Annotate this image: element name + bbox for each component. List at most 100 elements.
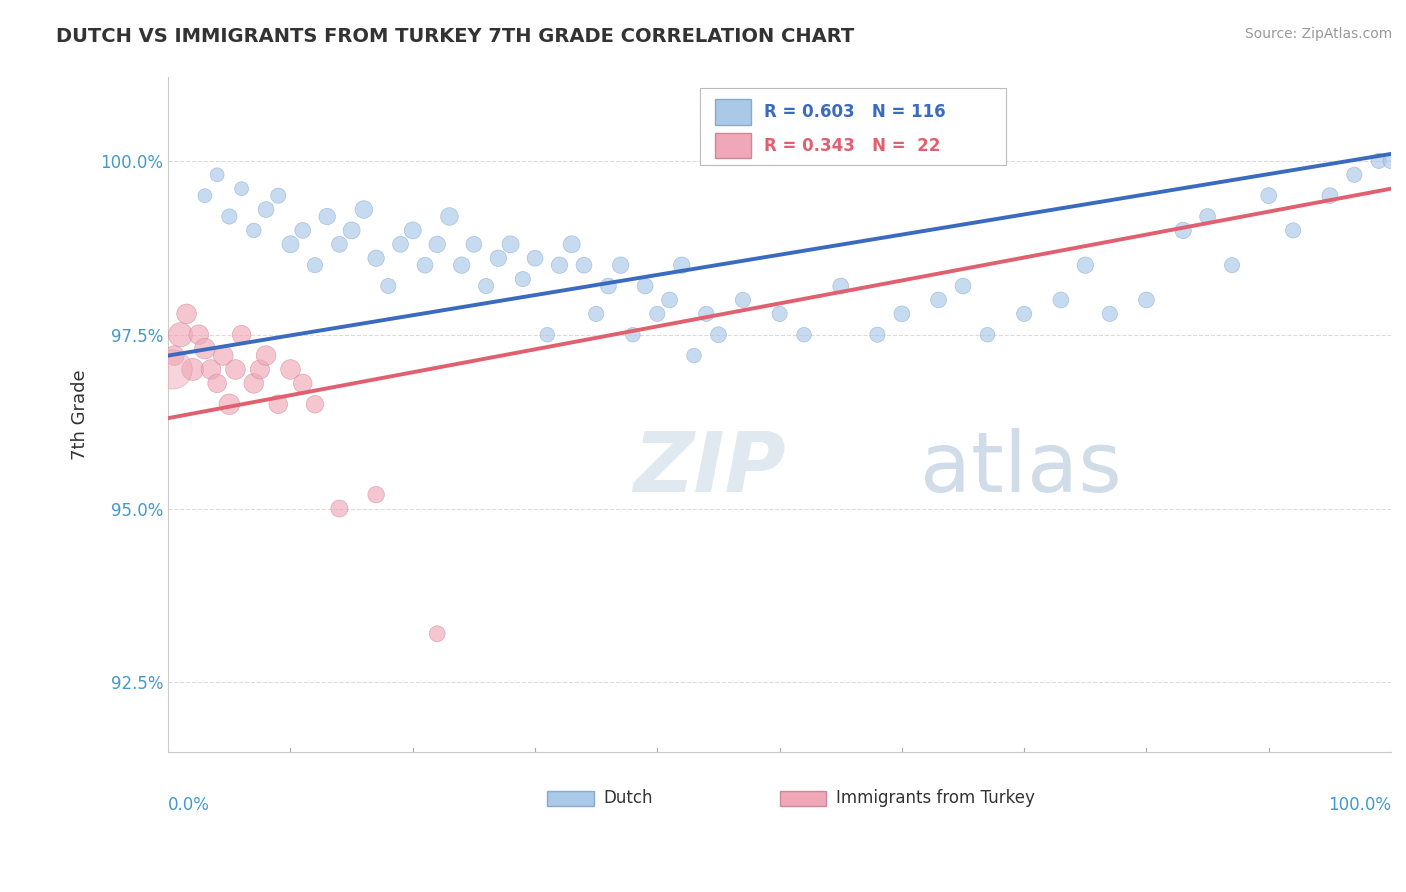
FancyBboxPatch shape: [547, 791, 593, 805]
Point: [426, 237, 449, 252]
Text: Source: ZipAtlas.com: Source: ZipAtlas.com: [1244, 27, 1392, 41]
Point: [340, 223, 363, 237]
Point: [928, 293, 950, 307]
Point: [194, 188, 217, 202]
Point: [890, 307, 912, 321]
Point: [536, 327, 558, 342]
Point: [976, 327, 998, 342]
Point: [218, 210, 240, 224]
Point: [475, 279, 498, 293]
Point: [830, 279, 852, 293]
Point: [364, 251, 387, 265]
Point: [1257, 188, 1279, 202]
Point: [1135, 293, 1157, 307]
Point: [200, 362, 222, 376]
Text: ZIP: ZIP: [633, 428, 786, 509]
Point: [280, 362, 302, 376]
Point: [328, 501, 350, 516]
Point: [671, 258, 693, 272]
Point: [304, 397, 326, 411]
Point: [231, 327, 253, 342]
Point: [205, 168, 228, 182]
Point: [707, 327, 730, 342]
Point: [450, 258, 472, 272]
Point: [1220, 258, 1243, 272]
Point: [634, 279, 657, 293]
Point: [316, 210, 339, 224]
Point: [658, 293, 681, 307]
Point: [683, 349, 706, 363]
Point: [218, 397, 240, 411]
Point: [647, 307, 669, 321]
Point: [377, 279, 399, 293]
Point: [585, 307, 607, 321]
Point: [952, 279, 974, 293]
Point: [243, 376, 266, 391]
Point: [499, 237, 522, 252]
Point: [160, 362, 183, 376]
Point: [1197, 210, 1219, 224]
Point: [621, 327, 644, 342]
Y-axis label: 7th Grade: 7th Grade: [72, 369, 89, 460]
Point: [413, 258, 436, 272]
Point: [524, 251, 547, 265]
Point: [224, 362, 246, 376]
Text: 100.0%: 100.0%: [1329, 796, 1391, 814]
Point: [609, 258, 631, 272]
Point: [267, 188, 290, 202]
Point: [304, 258, 326, 272]
Point: [426, 626, 449, 640]
Point: [254, 202, 277, 217]
Point: [463, 237, 485, 252]
Point: [731, 293, 754, 307]
Point: [231, 182, 253, 196]
Point: [291, 376, 314, 391]
Point: [353, 202, 375, 217]
Point: [291, 223, 314, 237]
Point: [1171, 223, 1194, 237]
Point: [1074, 258, 1097, 272]
Point: [1368, 153, 1391, 168]
Text: 0.0%: 0.0%: [169, 796, 209, 814]
FancyBboxPatch shape: [700, 87, 1005, 165]
Point: [280, 237, 302, 252]
Text: atlas: atlas: [920, 428, 1122, 509]
Point: [486, 251, 509, 265]
Point: [163, 349, 186, 363]
Text: DUTCH VS IMMIGRANTS FROM TURKEY 7TH GRADE CORRELATION CHART: DUTCH VS IMMIGRANTS FROM TURKEY 7TH GRAD…: [56, 27, 855, 45]
Point: [1050, 293, 1073, 307]
Point: [402, 223, 425, 237]
Point: [439, 210, 461, 224]
Point: [194, 342, 217, 356]
Point: [548, 258, 571, 272]
Point: [176, 307, 198, 321]
Point: [328, 237, 350, 252]
Point: [254, 349, 277, 363]
Point: [1343, 168, 1365, 182]
Point: [187, 327, 209, 342]
Point: [768, 307, 790, 321]
Text: R = 0.343   N =  22: R = 0.343 N = 22: [763, 136, 941, 154]
Point: [572, 258, 595, 272]
Point: [512, 272, 534, 286]
Text: Dutch: Dutch: [603, 789, 652, 807]
Point: [866, 327, 889, 342]
Point: [181, 362, 204, 376]
Point: [389, 237, 412, 252]
Point: [695, 307, 717, 321]
FancyBboxPatch shape: [779, 791, 827, 805]
Point: [169, 327, 191, 342]
Point: [561, 237, 583, 252]
Point: [1282, 223, 1305, 237]
Point: [212, 349, 235, 363]
Point: [598, 279, 620, 293]
Text: R = 0.603   N = 116: R = 0.603 N = 116: [763, 103, 945, 120]
Point: [1098, 307, 1121, 321]
Point: [364, 488, 387, 502]
Point: [1319, 188, 1341, 202]
Point: [793, 327, 815, 342]
Point: [267, 397, 290, 411]
Point: [249, 362, 271, 376]
FancyBboxPatch shape: [714, 99, 751, 125]
Point: [243, 223, 266, 237]
